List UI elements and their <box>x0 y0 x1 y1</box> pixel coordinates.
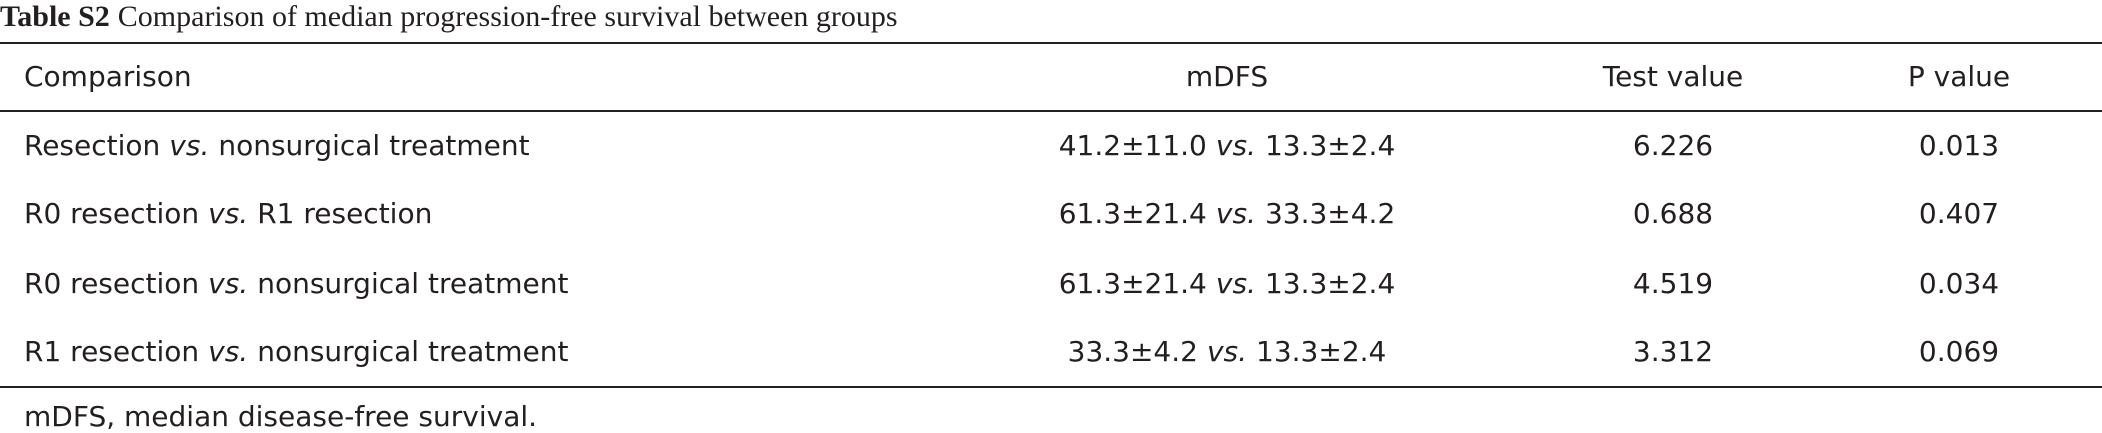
cell-part: R1 resection <box>257 197 433 230</box>
cell-part: 61.3±21.4 <box>1058 197 1207 230</box>
column-header: Test value <box>1602 60 1744 93</box>
table-cell: 41.2±11.0 vs. 13.3±2.4 <box>1059 129 1396 163</box>
table-cell: 33.3±4.2 vs. 13.3±2.4 <box>1068 335 1387 369</box>
cell-part: R0 resection <box>24 197 200 230</box>
table-cell: 0.407 <box>1918 197 2000 230</box>
cell-part: R0 resection <box>24 267 200 300</box>
cell-part: nonsurgical treatment <box>257 267 569 300</box>
versus: vs. <box>1215 267 1256 300</box>
versus: vs. <box>208 197 249 230</box>
table-cell: 0.688 <box>1632 197 1714 230</box>
table-cell: 61.3±21.4 vs. 13.3±2.4 <box>1059 267 1396 301</box>
column-header: mDFS <box>1185 60 1269 93</box>
table-cell: 0.034 <box>1918 267 2000 300</box>
table-cell: R1 resection vs. nonsurgical treatment <box>24 335 568 369</box>
table-cell: 6.226 <box>1632 129 1714 162</box>
table-cell: 0.069 <box>1918 335 2000 368</box>
column-header: P value <box>1907 60 2011 93</box>
cell-part: 13.3±2.4 <box>1264 267 1396 300</box>
cell-part: R1 resection <box>24 335 200 368</box>
table-cell: 61.3±21.4 vs. 33.3±4.2 <box>1059 197 1396 231</box>
top-rule <box>0 42 2102 44</box>
title-text: Comparison of median progression-free su… <box>117 0 898 33</box>
bottom-rule <box>0 386 2102 388</box>
cell-part: 61.3±21.4 <box>1058 267 1207 300</box>
versus: vs. <box>208 335 249 368</box>
versus: vs. <box>1215 129 1256 162</box>
cell-part: nonsurgical treatment <box>257 335 569 368</box>
versus: vs. <box>208 267 249 300</box>
versus: vs. <box>1206 335 1248 368</box>
versus: vs. <box>1215 197 1256 230</box>
header-rule <box>0 110 2102 112</box>
cell-part: 33.3±4.2 <box>1264 197 1396 230</box>
table-title: Table S2 Comparison of median progression… <box>0 0 898 34</box>
cell-part: 13.3±2.4 <box>1256 335 1387 368</box>
cell-part: 13.3±2.4 <box>1264 129 1396 162</box>
cell-part: nonsurgical treatment <box>218 129 530 162</box>
footnote: mDFS, median disease-free survival. <box>24 400 538 433</box>
versus: vs. <box>169 129 210 162</box>
table-cell: 4.519 <box>1632 267 1714 300</box>
table-label: Table S2 <box>0 0 110 33</box>
cell-part: 41.2±11.0 <box>1058 129 1207 162</box>
table-cell: 0.013 <box>1918 129 2000 162</box>
table-cell: R0 resection vs. nonsurgical treatment <box>24 267 568 301</box>
column-header: Comparison <box>24 60 192 93</box>
cell-part: Resection <box>24 129 161 162</box>
table-cell: Resection vs. nonsurgical treatment <box>24 129 530 163</box>
table-cell: 3.312 <box>1632 335 1714 368</box>
table-cell: R0 resection vs. R1 resection <box>24 197 432 231</box>
cell-part: 33.3±4.2 <box>1067 335 1198 368</box>
